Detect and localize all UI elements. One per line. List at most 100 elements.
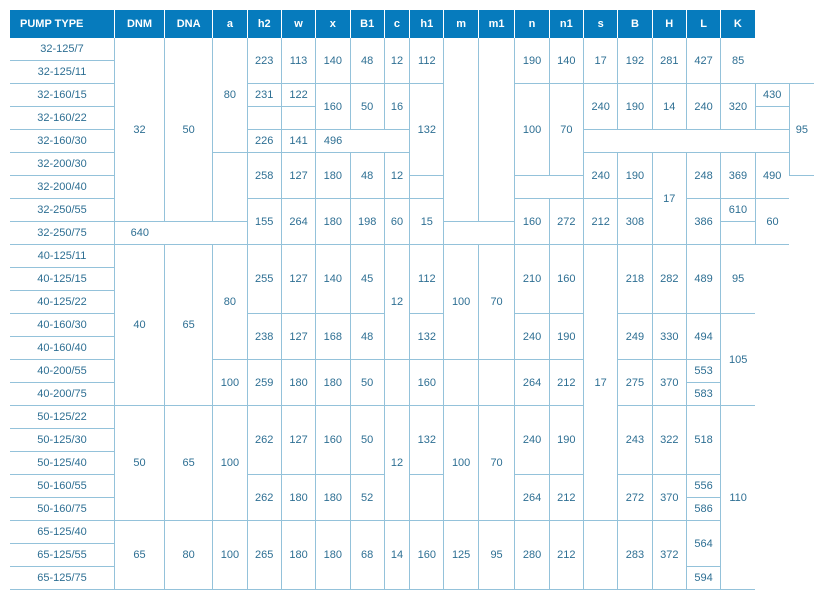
data-cell: 370 xyxy=(652,475,686,521)
data-cell: 190 xyxy=(549,314,583,360)
data-cell: 70 xyxy=(549,84,583,176)
data-cell: 275 xyxy=(618,360,652,406)
data-cell: 640 xyxy=(115,222,165,245)
data-cell: 160 xyxy=(316,406,350,475)
data-cell: 100 xyxy=(213,521,247,590)
col-header: x xyxy=(316,10,350,38)
data-cell: 110 xyxy=(721,406,755,590)
data-cell: 15 xyxy=(410,199,444,245)
data-cell: 140 xyxy=(316,245,350,314)
pump-type-cell: 40-125/22 xyxy=(10,291,115,314)
data-cell: 212 xyxy=(549,475,583,521)
pump-type-cell: 65-125/40 xyxy=(10,521,115,544)
data-cell: 100 xyxy=(515,84,549,176)
pump-type-cell: 65-125/55 xyxy=(10,544,115,567)
data-cell: 127 xyxy=(281,314,315,360)
data-cell: 12 xyxy=(384,38,409,84)
col-header: h2 xyxy=(247,10,281,38)
col-header: H xyxy=(652,10,686,38)
pump-type-cell: 40-125/11 xyxy=(10,245,115,268)
data-cell xyxy=(755,107,789,130)
pump-type-cell: 40-200/75 xyxy=(10,383,115,406)
pump-spec-table: PUMP TYPEDNMDNAah2wxB1ch1mm1nn1sBHLK 32-… xyxy=(10,10,814,590)
data-cell: 65 xyxy=(165,406,213,521)
data-cell: 17 xyxy=(583,38,617,84)
data-cell: 17 xyxy=(583,245,617,521)
data-cell: 386 xyxy=(686,199,720,245)
data-cell: 112 xyxy=(410,38,444,84)
data-cell: 12 xyxy=(384,406,409,521)
data-cell: 427 xyxy=(686,38,720,84)
col-header: DNM xyxy=(115,10,165,38)
data-cell: 160 xyxy=(549,245,583,314)
data-cell xyxy=(410,475,444,521)
data-cell: 489 xyxy=(686,245,720,314)
data-cell: 240 xyxy=(583,84,617,130)
data-cell: 40 xyxy=(115,245,165,406)
col-header: a xyxy=(213,10,247,38)
data-cell: 212 xyxy=(549,360,583,406)
table-body: 32-125/732508022311314048121121901401719… xyxy=(10,38,814,590)
col-header: w xyxy=(281,10,315,38)
pump-type-cell: 32-125/11 xyxy=(10,61,115,84)
data-cell: 322 xyxy=(652,406,686,475)
data-cell: 45 xyxy=(350,245,384,314)
data-cell: 32 xyxy=(115,38,165,222)
data-cell: 190 xyxy=(618,153,652,199)
data-cell: 52 xyxy=(350,475,384,521)
data-cell: 264 xyxy=(515,360,549,406)
data-cell: 48 xyxy=(350,38,384,84)
data-cell: 70 xyxy=(478,406,515,521)
data-cell: 518 xyxy=(686,406,720,475)
data-cell: 155 xyxy=(247,199,281,245)
data-cell xyxy=(478,38,515,222)
table-row: 32-125/732508022311314048121121901401719… xyxy=(10,38,814,61)
col-header: n1 xyxy=(549,10,583,38)
data-cell: 198 xyxy=(350,199,384,245)
data-cell: 127 xyxy=(281,245,315,314)
col-header: c xyxy=(384,10,409,38)
data-cell: 95 xyxy=(721,245,755,314)
data-cell: 127 xyxy=(281,406,315,475)
col-header: m xyxy=(444,10,478,38)
data-cell: 212 xyxy=(549,521,583,590)
data-cell: 556 xyxy=(686,475,720,498)
data-cell: 369 xyxy=(721,153,755,199)
data-cell: 494 xyxy=(686,314,720,360)
data-cell: 262 xyxy=(247,475,281,521)
data-cell: 100 xyxy=(444,245,478,360)
data-cell xyxy=(384,360,409,406)
data-cell: 180 xyxy=(281,475,315,521)
pump-type-cell: 32-250/55 xyxy=(10,199,115,222)
pump-type-cell: 40-125/15 xyxy=(10,268,115,291)
data-cell xyxy=(478,360,515,406)
data-cell: 265 xyxy=(247,521,281,590)
pump-type-cell: 50-160/75 xyxy=(10,498,115,521)
data-cell: 192 xyxy=(618,38,652,84)
data-cell: 65 xyxy=(115,521,165,590)
data-cell: 80 xyxy=(213,245,247,360)
data-cell: 100 xyxy=(213,360,247,406)
data-cell: 308 xyxy=(618,199,652,245)
data-cell: 50 xyxy=(350,84,384,130)
pump-type-cell: 50-125/40 xyxy=(10,452,115,475)
table-row: 65-125/406580100265180180681416012595280… xyxy=(10,521,814,544)
data-cell: 14 xyxy=(652,84,686,130)
data-cell: 50 xyxy=(115,406,165,521)
data-cell: 17 xyxy=(652,153,686,245)
table-row: 40-125/114065802551271404512112100702101… xyxy=(10,245,814,268)
data-cell xyxy=(247,107,281,130)
data-cell: 190 xyxy=(549,406,583,475)
data-cell: 249 xyxy=(618,314,652,360)
data-cell: 180 xyxy=(316,475,350,521)
data-cell: 160 xyxy=(316,84,350,130)
pump-type-cell: 32-200/40 xyxy=(10,176,115,199)
data-cell: 80 xyxy=(165,521,213,590)
col-header: B1 xyxy=(350,10,384,38)
data-cell: 240 xyxy=(515,406,549,475)
data-cell: 180 xyxy=(316,521,350,590)
data-cell xyxy=(444,360,478,406)
data-cell: 240 xyxy=(515,314,549,360)
data-cell: 95 xyxy=(478,521,515,590)
pump-type-cell: 50-160/55 xyxy=(10,475,115,498)
